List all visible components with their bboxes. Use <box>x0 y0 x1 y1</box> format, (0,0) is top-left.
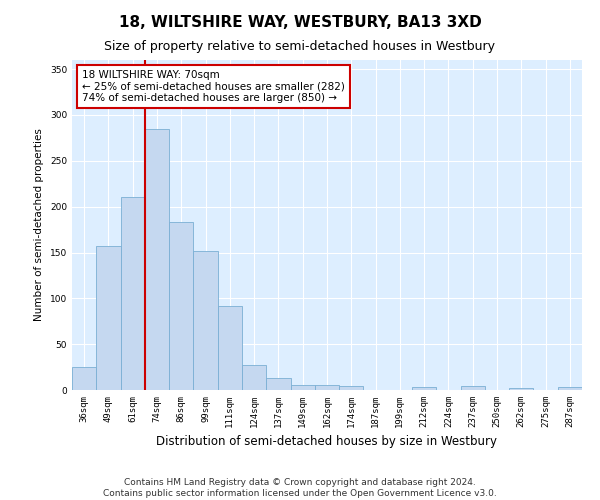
Bar <box>412 387 436 390</box>
Text: 18 WILTSHIRE WAY: 70sqm
← 25% of semi-detached houses are smaller (282)
74% of s: 18 WILTSHIRE WAY: 70sqm ← 25% of semi-de… <box>82 70 345 103</box>
Bar <box>461 386 485 390</box>
Bar <box>218 306 242 390</box>
Bar <box>145 128 169 390</box>
Text: Size of property relative to semi-detached houses in Westbury: Size of property relative to semi-detach… <box>104 40 496 53</box>
Bar <box>169 222 193 390</box>
Bar <box>339 386 364 390</box>
Bar <box>242 365 266 390</box>
Bar <box>290 384 315 390</box>
Bar <box>72 367 96 390</box>
Bar <box>266 378 290 390</box>
Bar <box>315 386 339 390</box>
Bar <box>558 387 582 390</box>
Bar <box>121 198 145 390</box>
Bar <box>509 388 533 390</box>
Bar <box>96 246 121 390</box>
Y-axis label: Number of semi-detached properties: Number of semi-detached properties <box>34 128 44 322</box>
X-axis label: Distribution of semi-detached houses by size in Westbury: Distribution of semi-detached houses by … <box>157 436 497 448</box>
Bar <box>193 250 218 390</box>
Text: 18, WILTSHIRE WAY, WESTBURY, BA13 3XD: 18, WILTSHIRE WAY, WESTBURY, BA13 3XD <box>119 15 481 30</box>
Text: Contains HM Land Registry data © Crown copyright and database right 2024.
Contai: Contains HM Land Registry data © Crown c… <box>103 478 497 498</box>
